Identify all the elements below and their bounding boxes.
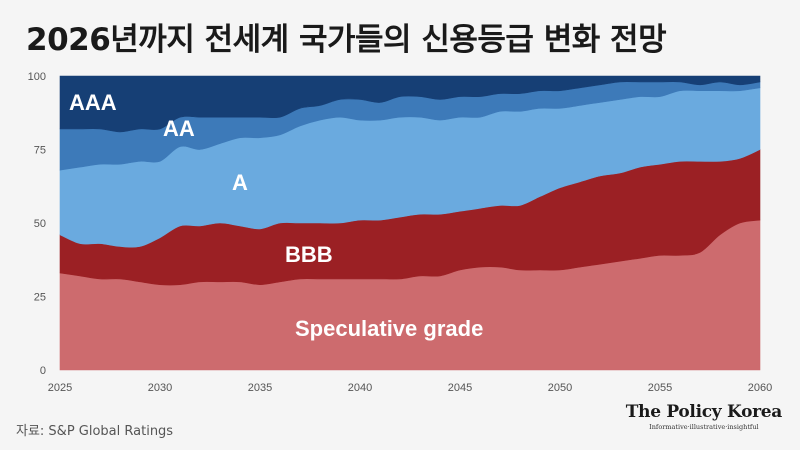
area-aaa [59, 75, 761, 133]
x-tick-label: 2045 [448, 382, 472, 394]
brand-tagline: Informative·illustrative·insightful [649, 423, 759, 431]
y-axis-ticks: 0 25 50 75 100 [28, 71, 46, 377]
x-axis-ticks: 2025 2030 2035 2040 2045 2050 2055 2060 [48, 382, 772, 394]
y-tick-label: 25 [34, 292, 46, 304]
x-tick-label: 2030 [148, 382, 172, 394]
x-tick-label: 2035 [248, 382, 272, 394]
x-tick-label: 2055 [648, 382, 672, 394]
x-tick-label: 2040 [348, 382, 372, 394]
brand-logo: The Policy Korea Informative·illustrativ… [625, 402, 783, 431]
brand-name: The Policy Korea [625, 402, 783, 422]
x-tick-label: 2060 [748, 382, 772, 394]
chart-title: 2026년까지 전세계 국가들의 신용등급 변화 전망 [26, 22, 667, 58]
source-note: 자료: S&P Global Ratings [16, 424, 174, 439]
y-tick-label: 100 [28, 71, 46, 83]
area-layers [59, 75, 761, 371]
series-label-bbb: BBB [285, 242, 333, 267]
y-tick-label: 0 [40, 365, 46, 377]
x-tick-label: 2025 [48, 382, 72, 394]
series-label-aa: AA [163, 116, 195, 141]
x-tick-label: 2050 [548, 382, 572, 394]
series-label-aaa: AAA [69, 90, 117, 115]
y-tick-label: 50 [34, 218, 46, 230]
y-tick-label: 75 [34, 145, 46, 157]
series-label-a: A [232, 170, 248, 195]
series-label-speculative-grade: Speculative grade [295, 316, 483, 341]
